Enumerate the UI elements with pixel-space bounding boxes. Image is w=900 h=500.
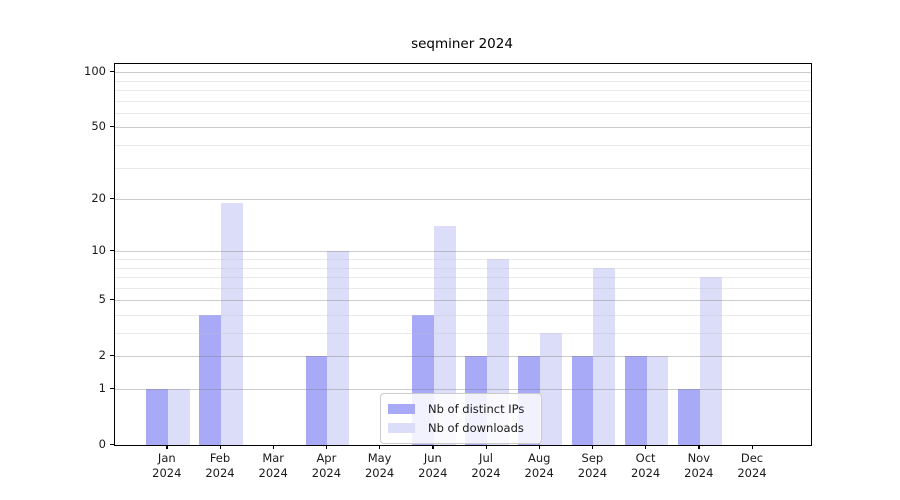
y-tick-mark-0: [109, 443, 114, 445]
x-tick-label-sep: Sep 2024: [577, 451, 608, 480]
y-tick-mark-50: [109, 125, 114, 128]
y-tick-mark-20: [109, 197, 114, 199]
bar-downloads-sep: [593, 267, 616, 445]
x-tick-label-jan: Jan 2024: [152, 451, 182, 480]
x-tick-label-jun: Jun 2024: [418, 451, 448, 480]
legend-swatch-downloads: [388, 422, 415, 433]
x-tick-label-dec: Dec 2024: [737, 451, 767, 480]
y-tick-mark-1: [109, 387, 114, 389]
y-tick-label-100: 100: [84, 64, 106, 79]
legend-item-downloads: Nb of downloads: [388, 418, 534, 437]
bar-distinct-ips-oct: [624, 356, 647, 445]
bars-layer: [115, 64, 811, 445]
x-tick-mark-sep: [591, 445, 594, 450]
y-tick-label-0: 0: [98, 437, 106, 451]
y-tick-label-5: 5: [98, 292, 106, 307]
x-tick-mark-jun: [432, 445, 434, 450]
bar-downloads-nov: [699, 277, 722, 445]
x-tick-mark-dec: [751, 445, 753, 450]
x-tick-mark-apr: [325, 445, 328, 450]
x-tick-label-aug: Aug 2024: [524, 451, 554, 480]
chart-title: seqminer 2024: [411, 36, 513, 52]
bar-distinct-ips-sep: [571, 356, 594, 445]
y-tick-mark-100: [109, 70, 114, 72]
x-tick-label-apr: Apr 2024: [311, 451, 342, 480]
y-tick-mark-10: [109, 249, 114, 252]
legend-item-distinct-ips: Nb of distinct IPs: [388, 399, 534, 418]
x-tick-label-may: May 2024: [364, 451, 395, 480]
y-tick-label-1: 1: [98, 381, 106, 395]
legend-swatch-distinct-ips: [388, 403, 415, 414]
bar-distinct-ips-jan: [146, 389, 168, 445]
y-tick-mark-5: [109, 298, 114, 301]
x-tick-mark-jan: [166, 445, 168, 450]
legend-label-distinct-ips: Nb of distinct IPs: [428, 401, 525, 416]
bar-downloads-jun: [433, 226, 456, 445]
x-tick-mark-feb: [219, 445, 221, 450]
legend-label-downloads: Nb of downloads: [428, 420, 524, 435]
x-tick-mark-nov: [698, 445, 700, 450]
bar-downloads-oct: [646, 356, 669, 445]
x-tick-label-nov: Nov 2024: [684, 451, 714, 480]
bar-downloads-jan: [167, 389, 190, 445]
x-tick-label-mar: Mar 2024: [258, 451, 288, 480]
y-tick-label-20: 20: [91, 191, 106, 206]
x-tick-mark-jul: [485, 445, 487, 450]
y-tick-label-2: 2: [98, 348, 106, 363]
x-tick-label-jul: Jul 2024: [471, 451, 501, 480]
x-tick-label-oct: Oct 2024: [630, 451, 661, 480]
bar-distinct-ips-feb: [199, 315, 221, 445]
x-tick-mark-may: [379, 445, 381, 450]
x-tick-mark-mar: [272, 445, 274, 450]
x-tick-mark-oct: [645, 445, 647, 450]
bar-distinct-ips-apr: [305, 356, 328, 445]
x-tick-mark-aug: [538, 445, 540, 450]
y-tick-mark-2: [109, 354, 114, 357]
bar-downloads-aug: [540, 333, 562, 445]
y-tick-label-10: 10: [91, 243, 106, 258]
bar-downloads-feb: [221, 203, 243, 445]
bar-downloads-apr: [327, 251, 350, 445]
legend: Nb of distinct IPs Nb of downloads: [380, 393, 542, 444]
bar-distinct-ips-nov: [678, 389, 700, 445]
y-tick-label-50: 50: [91, 119, 106, 134]
plot-area: Nb of distinct IPs Nb of downloads: [114, 63, 812, 446]
x-tick-label-feb: Feb 2024: [205, 451, 235, 480]
